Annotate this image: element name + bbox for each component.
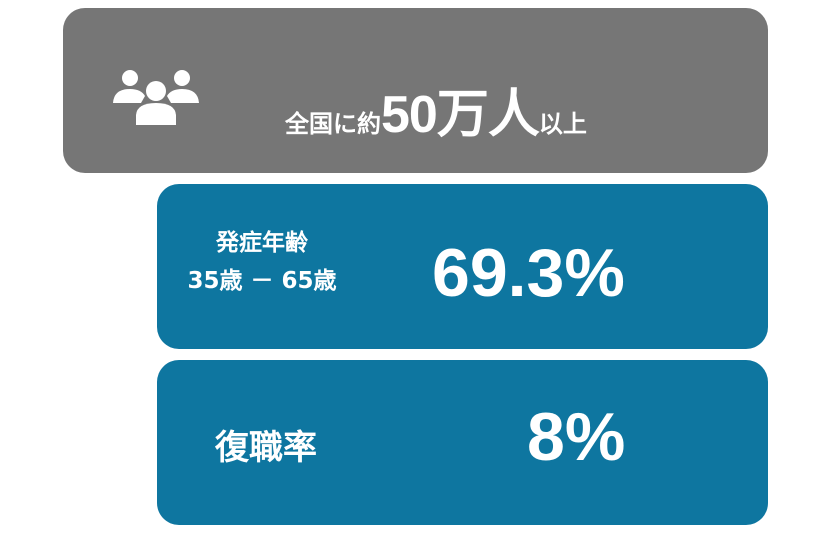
onset-age-value: 69.3% [432, 235, 625, 311]
onset-age-card: 発症年齢 35歳 － 65歳 69.3% [157, 184, 768, 349]
return-to-work-label: 復職率 [215, 428, 317, 468]
onset-age-title: 発症年齢 [216, 230, 308, 256]
prefix-text: 全国に約 [285, 110, 381, 138]
return-to-work-value: 8% [527, 399, 626, 475]
onset-age-range: 35歳 － 65歳 [187, 268, 337, 294]
patient-count-value: 50万人 [381, 86, 540, 144]
onset-age-label: 発症年齢 35歳 － 65歳 [182, 224, 342, 300]
suffix-text: 以上 [538, 110, 587, 138]
people-group-icon [113, 70, 199, 125]
patient-count-text: 全国に約 50万人 以上 [285, 72, 587, 147]
return-to-work-card: 復職率 8% [157, 360, 768, 525]
patient-count-card: 全国に約 50万人 以上 [63, 8, 768, 173]
